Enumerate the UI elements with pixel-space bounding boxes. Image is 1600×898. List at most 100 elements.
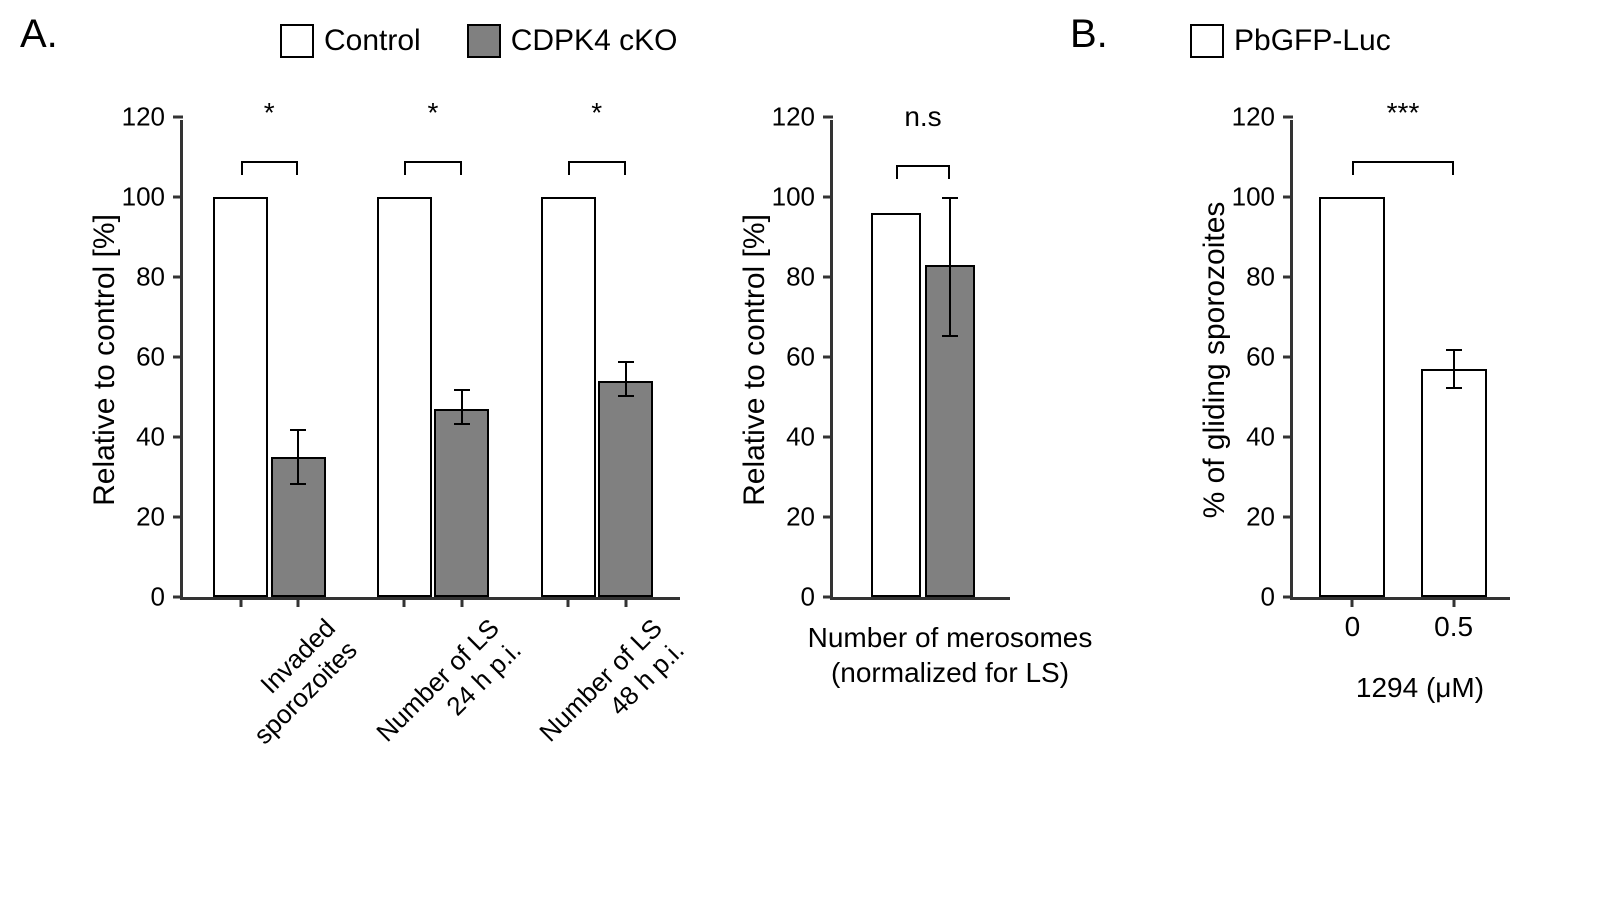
bar bbox=[871, 213, 921, 597]
ytick-label: 20 bbox=[115, 502, 173, 533]
ytick-label: 60 bbox=[115, 342, 173, 373]
xaxis-tick-label: 0 bbox=[1345, 597, 1361, 643]
bar bbox=[541, 197, 596, 597]
ytick-mark bbox=[823, 116, 833, 119]
ytick-mark bbox=[1283, 436, 1293, 439]
xaxis-title-b: 1294 (μM) bbox=[1320, 670, 1520, 705]
xtick-mark bbox=[403, 597, 406, 607]
xtick-mark bbox=[567, 597, 570, 607]
ytick: 80 bbox=[115, 262, 183, 293]
yaxis-title-b: % of gliding sporozoites bbox=[1198, 202, 1232, 519]
significance-label: * bbox=[264, 97, 275, 129]
yaxis-title-a2: Relative to control [%] bbox=[738, 214, 772, 506]
significance-bracket bbox=[404, 161, 462, 175]
error-bar bbox=[949, 197, 951, 337]
xtick-mark bbox=[239, 597, 242, 607]
ytick-label: 40 bbox=[1225, 422, 1283, 453]
ytick: 80 bbox=[765, 262, 833, 293]
legend-label-cko: CDPK4 cKO bbox=[511, 24, 678, 58]
ytick-label: 60 bbox=[1225, 342, 1283, 373]
ytick-label: 80 bbox=[1225, 262, 1283, 293]
panel-b-letter: B. bbox=[1070, 12, 1108, 57]
ytick: 100 bbox=[1225, 182, 1293, 213]
plot-area-b: 02040608010012000.5*** bbox=[1290, 120, 1510, 600]
ytick: 120 bbox=[1225, 102, 1293, 133]
bar bbox=[377, 197, 432, 597]
significance-bracket bbox=[241, 161, 299, 175]
ytick: 20 bbox=[115, 502, 183, 533]
ytick: 40 bbox=[1225, 422, 1293, 453]
ytick: 20 bbox=[765, 502, 833, 533]
significance-bracket bbox=[568, 161, 626, 175]
legend-item-control: Control bbox=[280, 24, 421, 58]
ytick-mark bbox=[173, 196, 183, 199]
ytick-mark bbox=[1283, 116, 1293, 119]
ytick-label: 20 bbox=[765, 502, 823, 533]
ytick: 80 bbox=[1225, 262, 1293, 293]
ytick-label: 100 bbox=[1225, 182, 1283, 213]
legend-item-pbgfp: PbGFP-Luc bbox=[1190, 24, 1391, 58]
plot-area-a2: 020406080100120n.s bbox=[830, 120, 1010, 600]
bar bbox=[598, 381, 653, 597]
ytick: 100 bbox=[765, 182, 833, 213]
ytick-mark bbox=[1283, 516, 1293, 519]
xaxis-title-a2-line1: Number of merosomes bbox=[808, 622, 1093, 653]
ytick-label: 40 bbox=[115, 422, 173, 453]
ytick: 40 bbox=[115, 422, 183, 453]
ytick-label: 80 bbox=[765, 262, 823, 293]
yaxis-title-a1: Relative to control [%] bbox=[88, 214, 122, 506]
figure-root: A. Control CDPK4 cKO B. PbGFP-Luc 020406… bbox=[0, 0, 1600, 898]
ytick-mark bbox=[1283, 276, 1293, 279]
ytick: 0 bbox=[1225, 582, 1293, 613]
legend-label-control: Control bbox=[324, 24, 421, 58]
ytick-mark bbox=[173, 516, 183, 519]
xtick-mark bbox=[297, 597, 300, 607]
ytick-label: 80 bbox=[115, 262, 173, 293]
ytick: 0 bbox=[115, 582, 183, 613]
ytick-label: 20 bbox=[1225, 502, 1283, 533]
legend-label-pbgfp: PbGFP-Luc bbox=[1234, 24, 1391, 58]
panel-b-legend: PbGFP-Luc bbox=[1190, 24, 1391, 58]
ytick-label: 40 bbox=[765, 422, 823, 453]
xaxis-group-label: Number of LS48 h p.i. bbox=[521, 600, 691, 770]
bar bbox=[1319, 197, 1385, 597]
ytick-label: 100 bbox=[765, 182, 823, 213]
ytick-mark bbox=[823, 436, 833, 439]
ytick-mark bbox=[173, 116, 183, 119]
ytick: 60 bbox=[1225, 342, 1293, 373]
ytick-label: 120 bbox=[115, 102, 173, 133]
ytick: 40 bbox=[765, 422, 833, 453]
xtick-mark bbox=[460, 597, 463, 607]
bar bbox=[1421, 369, 1487, 597]
ytick-mark bbox=[823, 596, 833, 599]
bar bbox=[213, 197, 268, 597]
ytick: 120 bbox=[115, 102, 183, 133]
significance-label: * bbox=[591, 97, 602, 129]
chart-a1: 020406080100120Invadedsporozoites*Number… bbox=[180, 120, 680, 600]
ytick-label: 100 bbox=[115, 182, 173, 213]
xaxis-title-a2-line2: (normalized for LS) bbox=[831, 657, 1069, 688]
significance-label: *** bbox=[1387, 97, 1420, 129]
ytick-mark bbox=[823, 196, 833, 199]
ytick: 120 bbox=[765, 102, 833, 133]
xaxis-group-label: Invadedsporozoites bbox=[213, 600, 364, 751]
ytick-mark bbox=[173, 436, 183, 439]
ytick-mark bbox=[173, 596, 183, 599]
ytick-mark bbox=[1283, 196, 1293, 199]
significance-bracket bbox=[1352, 161, 1453, 175]
error-bar bbox=[461, 389, 463, 425]
significance-label: n.s bbox=[904, 101, 941, 133]
ytick-mark bbox=[173, 356, 183, 359]
ytick-label: 120 bbox=[765, 102, 823, 133]
xaxis-title-a2: Number of merosomes (normalized for LS) bbox=[775, 620, 1125, 690]
ytick-label: 0 bbox=[765, 582, 823, 613]
legend-swatch-cko bbox=[467, 24, 501, 58]
ytick-label: 120 bbox=[1225, 102, 1283, 133]
legend-swatch-pbgfp bbox=[1190, 24, 1224, 58]
ytick-label: 60 bbox=[765, 342, 823, 373]
ytick: 0 bbox=[765, 582, 833, 613]
ytick-mark bbox=[1283, 356, 1293, 359]
significance-bracket bbox=[896, 165, 950, 179]
panel-a-letter: A. bbox=[20, 12, 58, 57]
xaxis-tick-label: 0.5 bbox=[1434, 597, 1473, 643]
